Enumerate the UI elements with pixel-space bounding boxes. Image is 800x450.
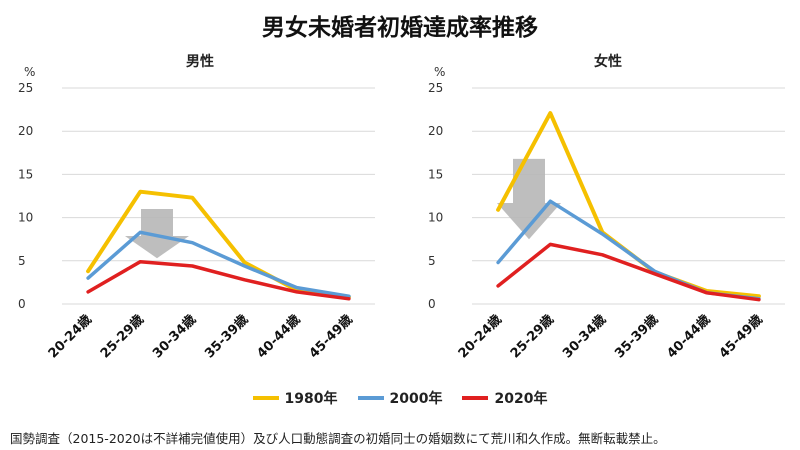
y-tick-label-female-10: 10 — [428, 211, 443, 225]
y-tick-label-male-10: 10 — [18, 211, 33, 225]
legend-label-2020: 2020年 — [494, 391, 548, 407]
series-line-female-2020 — [496, 242, 761, 302]
y-tick-label-female-0: 0 — [428, 297, 436, 311]
y-tick-label-female-25: 25 — [428, 81, 443, 95]
main-title: 男女未婚者初婚達成率推移 — [262, 15, 538, 41]
legend-label-1980: 1980年 — [284, 391, 338, 407]
legend-swatch-2000 — [357, 396, 384, 400]
x-tick-label-female-4: 40-44歳 — [664, 312, 714, 362]
x-tick-label-male-1: 25-29歳 — [97, 312, 147, 362]
legend-label-2000: 2000年 — [389, 391, 443, 407]
y-tick-label-male-15: 15 — [18, 167, 33, 181]
legend-item-2000: 2000年 — [357, 388, 443, 408]
legend-swatch-1980 — [252, 396, 279, 400]
x-tick-label-male-5: 45-49歳 — [306, 312, 356, 362]
y-tick-label-male-5: 5 — [18, 254, 26, 268]
series-line-male-2020 — [86, 259, 351, 301]
y-tick-label-male-20: 20 — [18, 124, 33, 138]
panel-title-male: 男性 — [186, 53, 214, 70]
x-tick-label-female-5: 45-49歳 — [716, 312, 766, 362]
x-tick-label-male-0: 20-24歳 — [45, 312, 95, 362]
legend-swatch-2020 — [462, 396, 489, 400]
x-tick-label-male-3: 35-39歳 — [202, 312, 252, 362]
legend: 1980年 2000年 2020年 — [0, 388, 800, 408]
down-arrow-icon-male — [125, 208, 189, 259]
y-tick-label-male-0: 0 — [18, 297, 26, 311]
x-tick-label-female-3: 35-39歳 — [612, 312, 662, 362]
x-tick-label-female-0: 20-24歳 — [455, 312, 505, 362]
legend-item-2020: 2020年 — [462, 388, 547, 408]
panel-title-female: 女性 — [594, 53, 622, 70]
y-tick-label-female-20: 20 — [428, 124, 443, 138]
x-tick-label-female-1: 25-29歳 — [507, 312, 557, 362]
y-tick-label-female-5: 5 — [428, 254, 436, 268]
x-tick-label-male-4: 40-44歳 — [254, 312, 304, 362]
y-tick-label-female-15: 15 — [428, 167, 443, 181]
legend-item-1980: 1980年 — [252, 388, 338, 408]
y-unit-label-female: % — [434, 65, 445, 79]
source-note: 国勢調査（2015-2020は不詳補完値使用）及び人口動態調査の初婚同士の婚姻数… — [10, 431, 666, 446]
y-tick-label-male-25: 25 — [18, 81, 33, 95]
y-unit-label-male: % — [24, 65, 35, 79]
x-tick-label-male-2: 30-34歳 — [149, 312, 199, 362]
x-tick-label-female-2: 30-34歳 — [559, 312, 609, 362]
series-line-male-2000 — [86, 230, 351, 298]
